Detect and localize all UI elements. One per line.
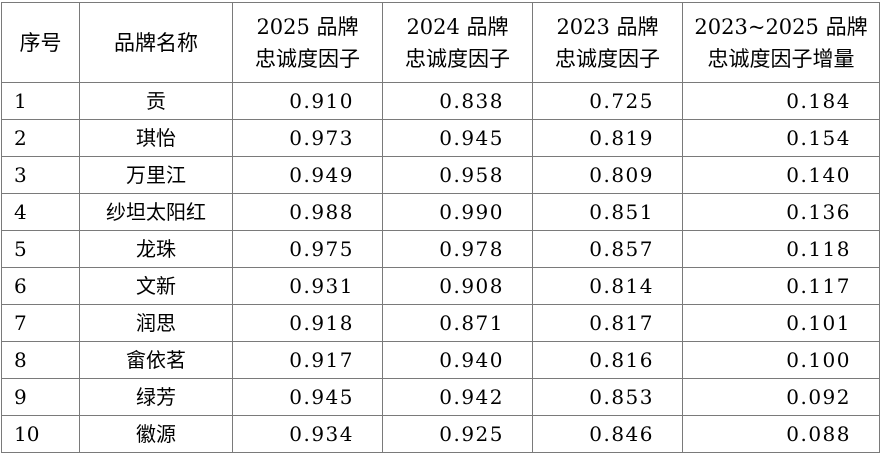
- row-index: 9: [1, 378, 80, 416]
- header-2023-loyalty-line2: 忠诚度因子: [555, 46, 660, 71]
- row-2023-loyalty: 0.846: [532, 415, 683, 453]
- row-brand-name: 琪怡: [79, 119, 233, 157]
- row-index: 8: [1, 341, 80, 379]
- header-index-label: 序号: [19, 30, 62, 55]
- table-row: 8 畲依茗 0.917 0.940 0.816 0.100: [1, 341, 880, 379]
- row-2023-loyalty: 0.819: [532, 119, 683, 157]
- row-brand-name: 贡: [79, 82, 233, 120]
- header-2024-loyalty: 2024 品牌 忠诚度因子: [382, 2, 533, 83]
- row-2024-loyalty: 0.940: [382, 341, 533, 379]
- header-2024-loyalty-line2: 忠诚度因子: [405, 46, 510, 71]
- table-row: 7 润思 0.918 0.871 0.817 0.101: [1, 304, 880, 342]
- header-2025-loyalty-line2: 忠诚度因子: [255, 46, 360, 71]
- header-2025-loyalty: 2025 品牌 忠诚度因子: [232, 2, 383, 83]
- row-loyalty-increment: 0.184: [682, 82, 880, 120]
- row-2024-loyalty: 0.978: [382, 230, 533, 268]
- row-2023-loyalty: 0.725: [532, 82, 683, 120]
- row-brand-name: 龙珠: [79, 230, 233, 268]
- header-row: 序号 品牌名称 2025 品牌 忠诚度因子 2024 品牌 忠诚度因子 2023…: [1, 2, 880, 83]
- row-index: 4: [1, 193, 80, 231]
- row-2024-loyalty: 0.945: [382, 119, 533, 157]
- row-2025-loyalty: 0.910: [232, 82, 383, 120]
- row-2025-loyalty: 0.934: [232, 415, 383, 453]
- row-2024-loyalty: 0.990: [382, 193, 533, 231]
- row-2023-loyalty: 0.814: [532, 267, 683, 305]
- row-2024-loyalty: 0.871: [382, 304, 533, 342]
- row-index: 10: [1, 415, 80, 453]
- row-brand-name: 纱坦太阳红: [79, 193, 233, 231]
- row-2024-loyalty: 0.908: [382, 267, 533, 305]
- header-brand-name-label: 品牌名称: [114, 30, 198, 55]
- row-loyalty-increment: 0.118: [682, 230, 880, 268]
- row-2025-loyalty: 0.949: [232, 156, 383, 194]
- row-2025-loyalty: 0.988: [232, 193, 383, 231]
- row-loyalty-increment: 0.088: [682, 415, 880, 453]
- row-2025-loyalty: 0.973: [232, 119, 383, 157]
- row-2025-loyalty: 0.945: [232, 378, 383, 416]
- row-loyalty-increment: 0.117: [682, 267, 880, 305]
- row-index: 2: [1, 119, 80, 157]
- table-row: 10 徽源 0.934 0.925 0.846 0.088: [1, 415, 880, 453]
- row-loyalty-increment: 0.154: [682, 119, 880, 157]
- header-loyalty-increment-line1: 2023~2025 品牌: [694, 14, 868, 39]
- header-loyalty-increment: 2023~2025 品牌 忠诚度因子增量: [682, 2, 880, 83]
- table-body: 1 贡 0.910 0.838 0.725 0.184 2 琪怡 0.973 0…: [1, 82, 880, 453]
- row-2024-loyalty: 0.925: [382, 415, 533, 453]
- table-row: 2 琪怡 0.973 0.945 0.819 0.154: [1, 119, 880, 157]
- row-loyalty-increment: 0.100: [682, 341, 880, 379]
- row-2024-loyalty: 0.942: [382, 378, 533, 416]
- row-index: 6: [1, 267, 80, 305]
- row-loyalty-increment: 0.136: [682, 193, 880, 231]
- header-index: 序号: [1, 2, 80, 83]
- row-2025-loyalty: 0.917: [232, 341, 383, 379]
- row-2023-loyalty: 0.851: [532, 193, 683, 231]
- row-brand-name: 万里江: [79, 156, 233, 194]
- row-2024-loyalty: 0.958: [382, 156, 533, 194]
- row-loyalty-increment: 0.092: [682, 378, 880, 416]
- row-loyalty-increment: 0.140: [682, 156, 880, 194]
- row-brand-name: 畲依茗: [79, 341, 233, 379]
- table-row: 3 万里江 0.949 0.958 0.809 0.140: [1, 156, 880, 194]
- row-index: 5: [1, 230, 80, 268]
- table-row: 9 绿芳 0.945 0.942 0.853 0.092: [1, 378, 880, 416]
- row-2023-loyalty: 0.853: [532, 378, 683, 416]
- table-row: 1 贡 0.910 0.838 0.725 0.184: [1, 82, 880, 120]
- row-2023-loyalty: 0.816: [532, 341, 683, 379]
- table-row: 5 龙珠 0.975 0.978 0.857 0.118: [1, 230, 880, 268]
- header-loyalty-increment-line2: 忠诚度因子增量: [707, 46, 855, 71]
- table-header: 序号 品牌名称 2025 品牌 忠诚度因子 2024 品牌 忠诚度因子 2023…: [1, 2, 880, 83]
- row-2023-loyalty: 0.817: [532, 304, 683, 342]
- row-index: 1: [1, 82, 80, 120]
- row-brand-name: 文新: [79, 267, 233, 305]
- row-2023-loyalty: 0.857: [532, 230, 683, 268]
- row-2025-loyalty: 0.931: [232, 267, 383, 305]
- row-2025-loyalty: 0.975: [232, 230, 383, 268]
- table-row: 4 纱坦太阳红 0.988 0.990 0.851 0.136: [1, 193, 880, 231]
- header-2024-loyalty-line1: 2024 品牌: [406, 14, 509, 39]
- header-brand-name: 品牌名称: [79, 2, 233, 83]
- row-2025-loyalty: 0.918: [232, 304, 383, 342]
- row-2023-loyalty: 0.809: [532, 156, 683, 194]
- table-row: 6 文新 0.931 0.908 0.814 0.117: [1, 267, 880, 305]
- row-2024-loyalty: 0.838: [382, 82, 533, 120]
- row-index: 7: [1, 304, 80, 342]
- row-loyalty-increment: 0.101: [682, 304, 880, 342]
- row-brand-name: 润思: [79, 304, 233, 342]
- row-brand-name: 徽源: [79, 415, 233, 453]
- header-2025-loyalty-line1: 2025 品牌: [256, 14, 359, 39]
- header-2023-loyalty: 2023 品牌 忠诚度因子: [532, 2, 683, 83]
- row-brand-name: 绿芳: [79, 378, 233, 416]
- header-2023-loyalty-line1: 2023 品牌: [556, 14, 659, 39]
- row-index: 3: [1, 156, 80, 194]
